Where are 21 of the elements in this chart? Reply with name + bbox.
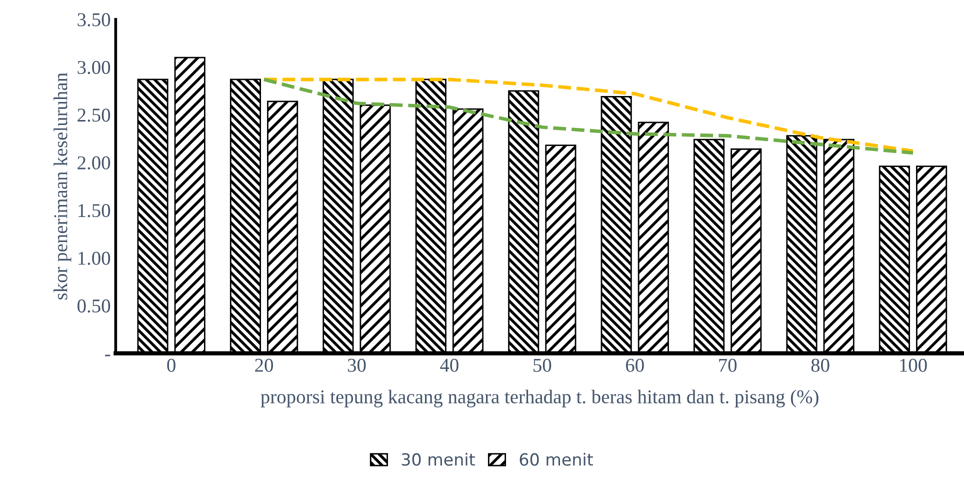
- legend-label: 30 menit: [402, 452, 475, 466]
- y-tick-label: 1.00: [78, 252, 110, 265]
- y-axis-title: skor penerimaan keseluruhan: [54, 72, 72, 300]
- x-tick-label: 0: [167, 358, 176, 372]
- y-tick-label: 2.00: [78, 156, 110, 170]
- x-tick-label: 60: [626, 358, 644, 372]
- x-tick-label: 50: [534, 358, 552, 372]
- x-axis-title: proporsi tepung kacang nagara terhadap t. beras hitam dan t. pisang (%): [260, 390, 818, 408]
- x-tick-label: 80: [811, 358, 830, 372]
- y-tick-label: 3.00: [78, 60, 110, 74]
- x-tick-label: 20: [255, 358, 273, 372]
- x-tick-label: 30: [348, 358, 366, 372]
- x-tick-label: 70: [719, 358, 737, 372]
- x-tick-label: 40: [440, 358, 458, 372]
- legend-label: 60 menit: [520, 452, 593, 466]
- y-tick-label: 3.50: [78, 13, 110, 26]
- y-tick-label: 0.50: [78, 299, 110, 313]
- y-tick-label: -: [105, 354, 110, 356]
- x-tick-label: 100: [900, 358, 927, 372]
- y-tick-label: 2.50: [78, 108, 110, 122]
- y-tick-label: 1.50: [78, 204, 110, 218]
